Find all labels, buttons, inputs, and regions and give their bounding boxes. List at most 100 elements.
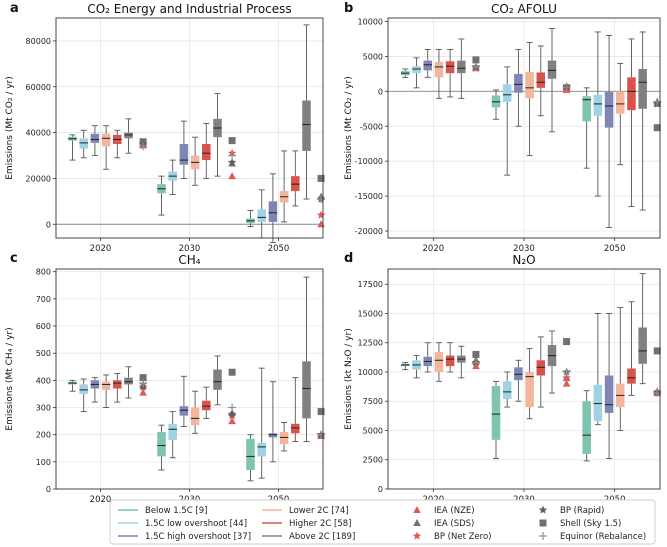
marker-iea-nze: [228, 417, 236, 425]
panel-letter: d: [344, 251, 353, 266]
marker-iea-nze: [228, 172, 236, 180]
box-above2: [302, 24, 311, 200]
legend-swatch-triangle: [413, 519, 421, 526]
box-iqr: [90, 133, 100, 143]
panel-letter: c: [10, 251, 18, 266]
panel-a: a CO₂ Energy and Industrial Process Emissi…: [5, 1, 326, 254]
marker-equinor: [471, 358, 480, 367]
box-lower2: [525, 348, 534, 420]
plot-frame: [387, 17, 661, 239]
box-below15: [68, 134, 77, 161]
box-iqr: [302, 361, 311, 419]
box-low_os: [593, 31, 603, 197]
box-higher2: [291, 377, 300, 442]
y-tick-label: 500: [36, 349, 51, 358]
box-below15: [246, 210, 255, 227]
box-high_os: [268, 381, 278, 463]
marker-bp-netzero: [316, 210, 326, 219]
box-low_os: [168, 411, 177, 459]
box-below15: [68, 379, 77, 392]
marker-shell: [653, 124, 661, 132]
marker-equinor: [139, 142, 148, 151]
box-iqr: [525, 371, 534, 408]
box-low_os: [412, 355, 421, 379]
y-tick-label: -20000: [355, 227, 383, 236]
box-higher2: [291, 150, 300, 207]
marker-equinor: [562, 367, 571, 376]
legend-label: Lower 2C [74]: [289, 506, 349, 516]
legend-label: Equinor (Rebalance): [560, 532, 646, 542]
box-iqr: [491, 386, 501, 440]
box-below15: [491, 380, 501, 460]
box-lower2: [190, 390, 200, 434]
legend-label: BP (Rapid): [560, 506, 604, 516]
y-tick-label: 400: [36, 376, 51, 385]
legend-label: Below 1.5C [9]: [145, 506, 207, 516]
marker-bp-rapid: [227, 157, 237, 167]
marker-shell: [228, 368, 236, 376]
legend-frame: [109, 499, 656, 545]
panel-title: CO₂ AFOLU: [491, 2, 557, 16]
marker-shell: [472, 350, 480, 358]
box-above2: [124, 366, 133, 399]
marker-equinor: [471, 62, 480, 71]
panel-c: c CH₄ Emissions (Mt CH₄ / yr) 0 100 200 300 400…: [5, 251, 326, 505]
y-tick-label: -15000: [355, 192, 383, 201]
x-tick-label: 2030: [179, 244, 201, 254]
y-tick-label: 5000: [363, 52, 383, 61]
box-above2: [302, 276, 311, 442]
panel-title: CH₄: [178, 253, 200, 267]
box-low_os: [502, 66, 512, 176]
y-tick-label: 10000: [358, 368, 383, 377]
box-iqr: [434, 352, 444, 372]
legend-swatch-triangle: [413, 506, 421, 513]
box-higher2: [113, 129, 122, 159]
box-below15: [157, 175, 166, 216]
box-higher2: [445, 48, 455, 98]
box-above2: [457, 38, 466, 99]
scenario-markers: [138, 138, 148, 151]
marker-equinor: [228, 403, 237, 412]
legend-item: 1.5C low overshoot [44]: [118, 519, 247, 529]
y-tick-label: -10000: [355, 157, 383, 166]
legend-item: Above 2C [189]: [262, 532, 355, 542]
box-iqr: [638, 68, 647, 109]
box-iqr: [434, 62, 444, 78]
box-lower2: [616, 307, 625, 431]
legend-label: Higher 2C [58]: [289, 519, 351, 529]
box-iqr: [113, 380, 122, 389]
box-iqr: [124, 377, 133, 385]
box-iqr: [202, 400, 211, 411]
box-below15: [582, 390, 591, 462]
y-tick-label: 300: [36, 404, 51, 413]
y-tick-label: 0: [46, 485, 51, 494]
x-tick-label: 2050: [268, 244, 290, 254]
box-iqr: [279, 431, 289, 445]
box-iqr: [101, 133, 111, 147]
box-iqr: [124, 132, 133, 139]
box-higher2: [536, 45, 546, 117]
box-iqr: [582, 96, 591, 122]
marker-shell: [472, 56, 480, 64]
marker-shell: [228, 137, 236, 145]
box-iqr: [213, 369, 222, 390]
legend-item: BP (Rapid): [538, 505, 604, 516]
legend-item: IEA (NZE): [413, 506, 475, 516]
y-tick-label: 20000: [26, 174, 51, 183]
scenario-markers: [652, 97, 662, 132]
box-low_os: [257, 189, 266, 239]
legend: Below 1.5C [9] 1.5C low overshoot [44] 1.5…: [109, 499, 656, 545]
box-above2: [547, 330, 557, 394]
y-tick-label: 600: [36, 322, 51, 331]
box-higher2: [627, 38, 636, 208]
box-below15: [401, 68, 410, 78]
box-above2: [213, 93, 222, 177]
box-iqr: [268, 201, 278, 222]
box-iqr: [179, 144, 189, 165]
y-tick-label: 800: [36, 268, 51, 277]
box-high_os: [604, 313, 614, 460]
y-tick-label: 15000: [358, 309, 383, 318]
legend-item: Below 1.5C [9]: [118, 506, 207, 516]
box-above2: [547, 28, 557, 133]
box-lower2: [525, 41, 534, 157]
